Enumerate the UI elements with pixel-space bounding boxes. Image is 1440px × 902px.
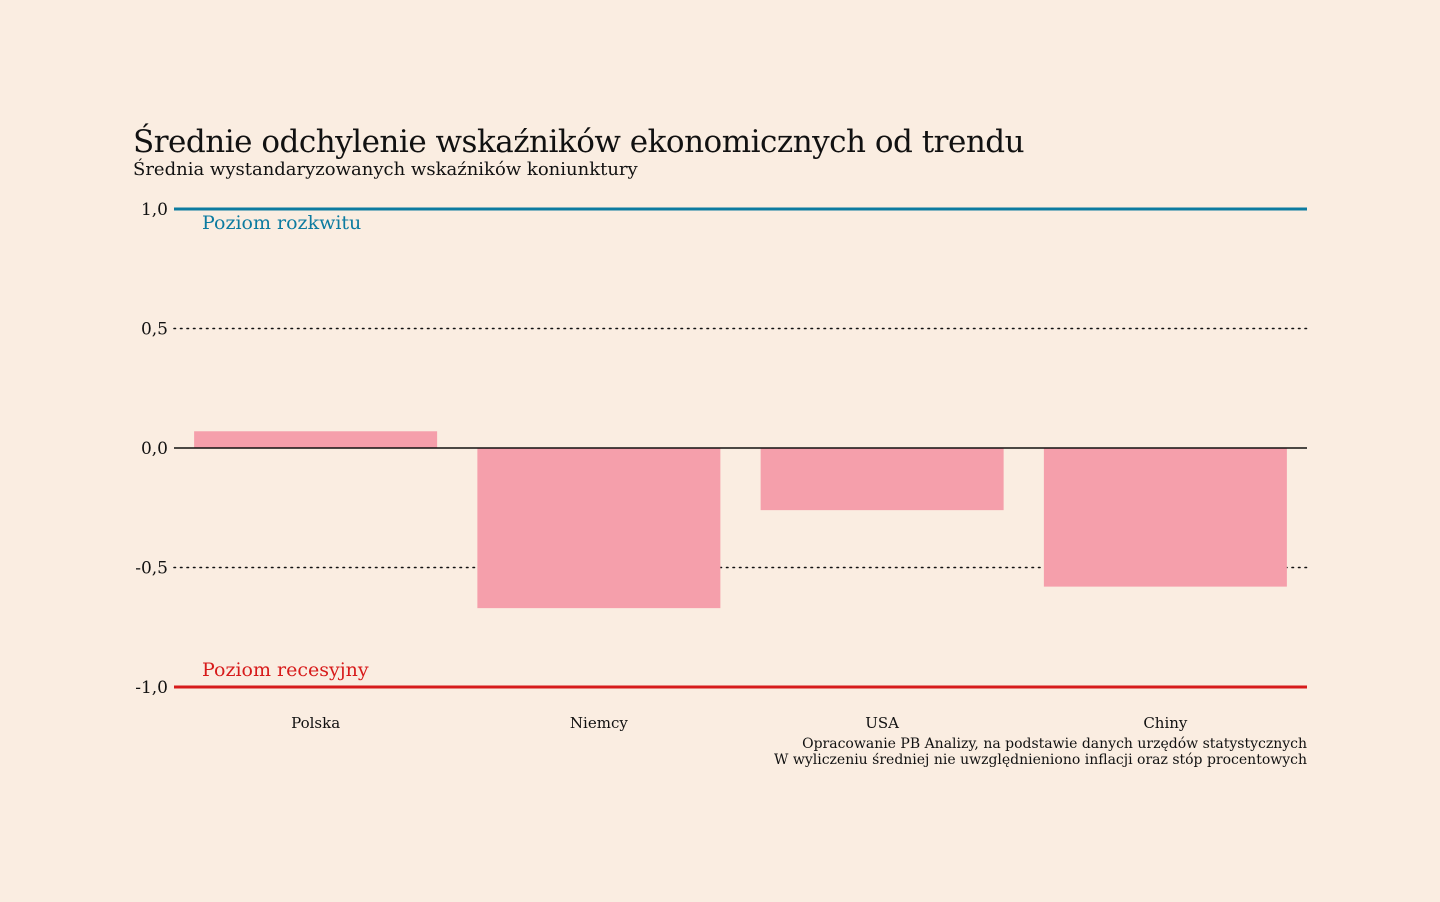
chart-title: Średnie odchylenie wskaźników ekonomiczn… xyxy=(133,124,1025,160)
y-tick-label: 0,0 xyxy=(141,439,168,459)
reference-label-0: Poziom rozkwitu xyxy=(202,212,361,234)
source-line-1: Opracowanie PB Analizy, na podstawie dan… xyxy=(802,736,1307,752)
reference-label-1: Poziom recesyjny xyxy=(202,659,369,681)
label-layer: 1,0 0,5 0,0 -0,5 -1,0 Polska Niemcy USA Chiny Poz… xyxy=(135,200,1188,732)
x-tick-label: Polska xyxy=(291,714,340,732)
y-tick-label: 1,0 xyxy=(141,200,168,220)
chart-subtitle: Średnia wystandaryzowanych wskaźników ko… xyxy=(133,159,638,180)
source-note: Opracowanie PB Analizy, na podstawie dan… xyxy=(774,736,1307,768)
x-tick-label: Chiny xyxy=(1143,714,1188,732)
y-tick-label: -1,0 xyxy=(135,678,168,698)
x-tick-label: Niemcy xyxy=(570,714,628,732)
bar-polska xyxy=(194,431,438,448)
bar-chiny xyxy=(1043,448,1287,587)
x-tick-label: USA xyxy=(865,714,899,732)
y-tick-label: -0,5 xyxy=(135,559,168,579)
bar-usa xyxy=(760,448,1004,511)
axis-layer xyxy=(174,207,1307,689)
bar-layer xyxy=(194,431,1287,609)
bar-niemcy xyxy=(477,448,721,609)
source-line-2: W wyliczeniu średniej nie uwzględnienion… xyxy=(774,752,1307,768)
y-tick-label: 0,5 xyxy=(141,320,168,340)
